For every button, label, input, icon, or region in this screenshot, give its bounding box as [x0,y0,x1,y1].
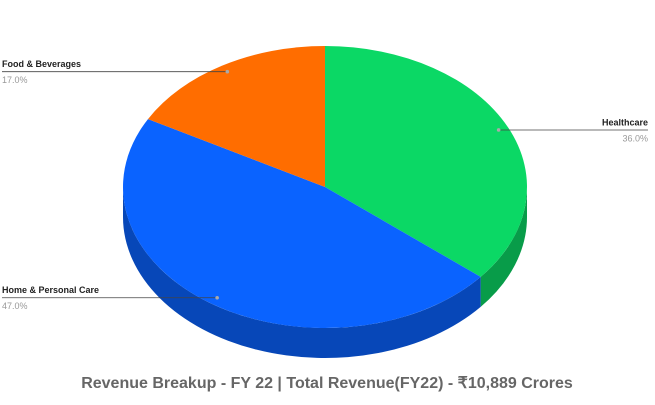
slice [147,46,325,187]
slice-side [123,187,481,358]
slice [325,46,527,277]
slice [123,119,481,328]
leader-dot [225,69,230,74]
slice-label: Healthcare [602,117,648,127]
slice-value-label: 36.0% [622,133,648,143]
chart-title: Revenue Breakup - FY 22 | Total Revenue(… [81,375,573,392]
slice-value-label: 47.0% [2,301,28,311]
slice-side [480,187,527,307]
leader-dot [215,295,219,300]
leader-dot [496,128,501,132]
slice-label: Home & Personal Care [2,285,99,295]
slice-value-label: 17.0% [2,75,28,85]
slice-label: Food & Beverages [2,59,81,69]
